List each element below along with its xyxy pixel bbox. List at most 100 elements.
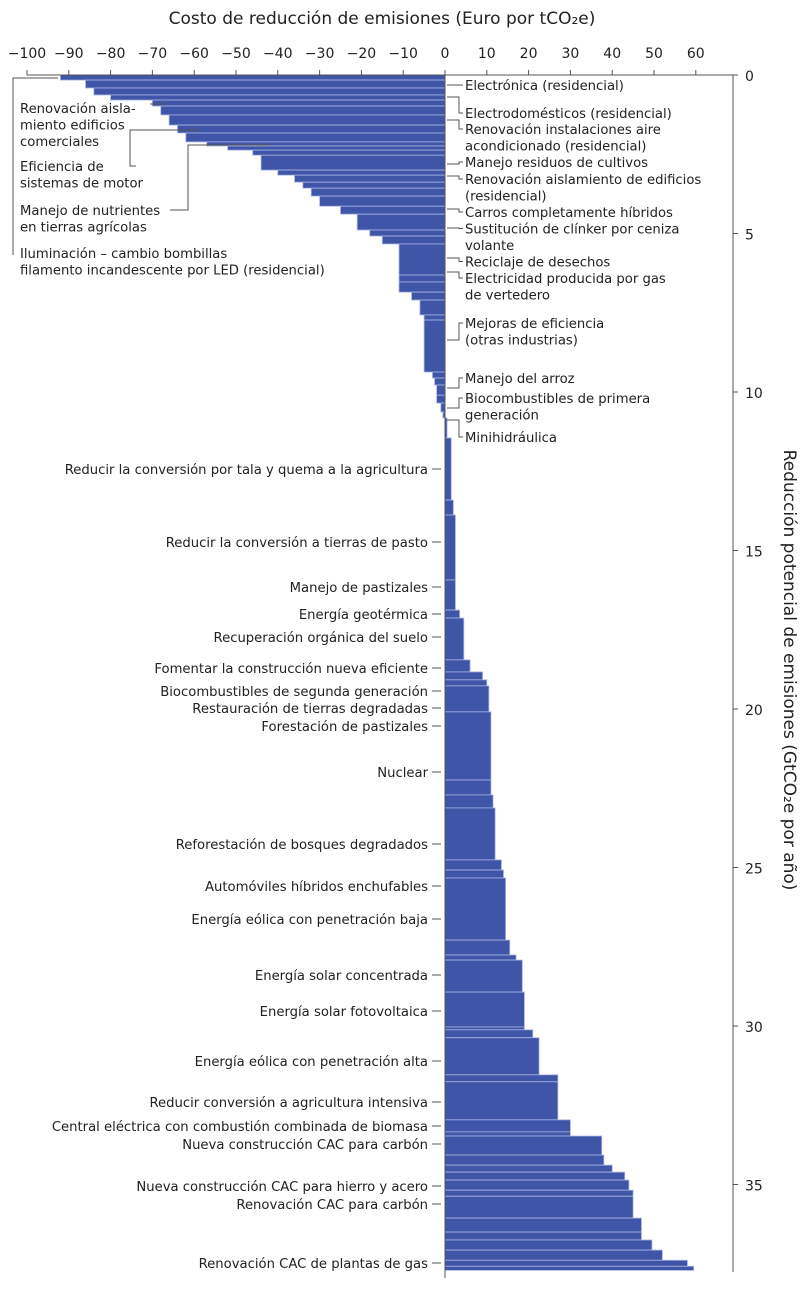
x-tick-label: 20 (520, 46, 538, 62)
bar-55 (444, 959, 523, 993)
annotation-left: Nuclear (377, 766, 428, 781)
bars (60, 74, 695, 1271)
x-axis-title: Costo de reducción de emisiones (Euro po… (169, 9, 596, 29)
bar-5 (160, 105, 446, 116)
leader-line (447, 419, 463, 438)
annotation-right: Biocombustibles de primera generación (465, 392, 650, 424)
axes: −100 −90 −80 −70 −60 −50 −40 −30 −20 −10 0 10 20 30 40… (8, 46, 763, 1278)
annotations: Electrónica (residencial) Electrodoméstic… (12, 77, 701, 1272)
bar-61 (444, 1081, 559, 1121)
x-tick-label: 10 (478, 46, 496, 62)
bar-62 (444, 1119, 571, 1133)
bar-41 (444, 617, 465, 661)
bar-3 (110, 94, 446, 101)
x-tick-label: −80 (96, 46, 126, 62)
x-tick-label: 50 (645, 46, 663, 62)
bar-29 (432, 371, 446, 379)
leader-line (447, 322, 463, 341)
bar-7 (177, 124, 446, 134)
bar-44 (444, 679, 488, 687)
bar-47 (444, 779, 492, 796)
leader-line (447, 377, 463, 389)
leader-line (447, 208, 463, 213)
annotation-left: Forestación de pastizales (261, 719, 428, 735)
y-tick-label: 20 (745, 703, 763, 719)
bar-38 (444, 514, 456, 581)
leader-line (447, 119, 463, 130)
y-tick-label: 30 (745, 1020, 763, 1036)
annotation-left: Central eléctrica con combustión combina… (52, 1119, 428, 1135)
x-tick-label: 60 (687, 46, 705, 62)
x-tick-label: −70 (138, 46, 168, 62)
bar-19 (356, 213, 446, 231)
leader-line (170, 144, 270, 211)
bar-0 (60, 74, 446, 81)
bar-64 (444, 1135, 603, 1156)
y-tick-label: 35 (745, 1179, 763, 1195)
bar-11 (252, 149, 446, 156)
bar-21 (381, 235, 446, 245)
annotation-left: Recuperación orgánica del suelo (214, 630, 428, 646)
annotation-right: Carros completamente híbridos (465, 205, 673, 221)
bar-45 (444, 685, 490, 713)
bar-63 (444, 1131, 571, 1137)
annotation-left-top: Manejo de nutrientes en tierras agrícolas (20, 204, 160, 236)
bar-43 (444, 671, 484, 681)
annotation-right: Reciclaje de desechos (465, 256, 610, 271)
bar-22 (398, 243, 446, 276)
bar-2 (93, 87, 446, 96)
bar-16 (310, 187, 446, 197)
annotation-right: Renovación instalaciones aire acondiciona… (465, 122, 661, 155)
bar-54 (444, 954, 517, 961)
bar-67 (444, 1171, 626, 1181)
x-tick-label: −60 (179, 46, 209, 62)
bar-70 (444, 1195, 634, 1219)
bar-20 (369, 229, 446, 237)
bar-17 (319, 195, 446, 207)
annotation-right: Mejoras de eficiencia (otras industrias) (465, 317, 604, 349)
x-tick-label: −50 (221, 46, 251, 62)
bar-36 (444, 437, 452, 501)
bar-74 (444, 1249, 663, 1261)
leader-line (447, 96, 463, 114)
bar-58 (444, 1029, 534, 1039)
bar-66 (444, 1164, 613, 1173)
annotation-left: Manejo de pastizales (290, 581, 428, 596)
bar-49 (444, 807, 496, 861)
annotation-right: Electrónica (residencial) (465, 78, 624, 94)
bar-65 (444, 1154, 605, 1166)
annotation-right: Manejo del arroz (465, 372, 575, 387)
bar-59 (444, 1037, 540, 1076)
annotation-left: Biocombustibles de segunda generación (160, 684, 428, 700)
bar-60 (444, 1074, 559, 1083)
annotation-right: Manejo residuos de cultivos (465, 156, 648, 171)
bar-75 (444, 1259, 688, 1267)
bar-8 (185, 132, 446, 143)
annotation-left: Nueva construcción CAC para carbón (182, 1137, 428, 1153)
annotation-left: Energía solar fotovoltaica (260, 1004, 428, 1020)
annotation-left: Reducir conversión a agricultura intensi… (149, 1095, 428, 1111)
bar-14 (294, 174, 446, 183)
bar-6 (168, 114, 446, 126)
annotation-left: Automóviles híbridos enchufables (205, 879, 428, 895)
annotation-left: Reforestación de bosques degradados (176, 837, 428, 853)
bar-4 (151, 99, 446, 107)
x-tick-label: 40 (603, 46, 621, 62)
leader-line (447, 257, 463, 262)
bar-32 (436, 394, 446, 404)
leader-line (12, 77, 58, 255)
bar-56 (444, 991, 525, 1028)
bar-33 (440, 402, 446, 413)
y-tick-label: 10 (745, 386, 763, 402)
bar-57 (444, 1026, 525, 1031)
bar-18 (340, 205, 446, 215)
leader-line (447, 161, 463, 165)
bar-39 (444, 579, 456, 611)
bar-42 (444, 659, 471, 673)
bar-40 (444, 609, 461, 619)
leader-line (447, 175, 463, 180)
y-tick-label: 5 (745, 228, 754, 244)
bar-1 (85, 79, 446, 89)
annotation-right: Electricidad producida por gas de vertede… (465, 272, 666, 304)
